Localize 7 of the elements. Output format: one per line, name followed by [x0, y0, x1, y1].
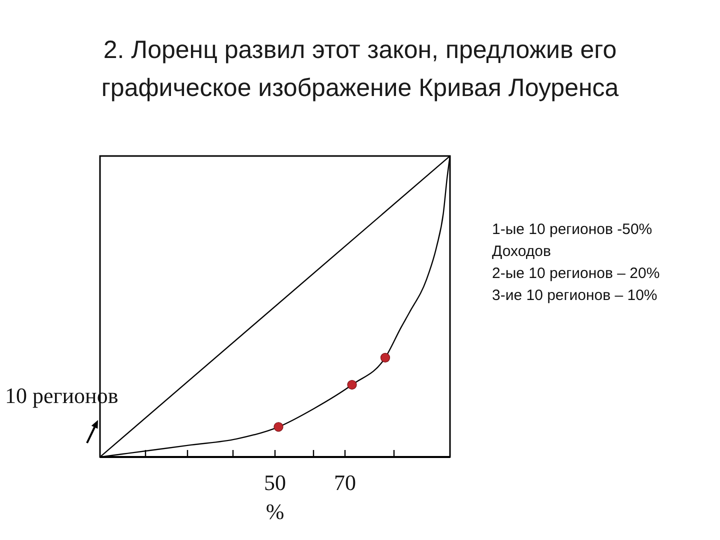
text: 2-ые 10 регионов – 20% — [492, 264, 660, 284]
x-tick-label: 50 % — [264, 470, 286, 524]
text: 1-ые 10 регионов -50% — [492, 220, 652, 240]
x-tick-label: 70 — [334, 470, 356, 495]
text: Доходов — [492, 242, 551, 262]
text: 3-ие 10 регионов – 10% — [492, 286, 658, 306]
chart-title: 2. Лоренц развил этот закон, предложив его графическое изображение Кривая Лоуренса — [100, 35, 620, 104]
